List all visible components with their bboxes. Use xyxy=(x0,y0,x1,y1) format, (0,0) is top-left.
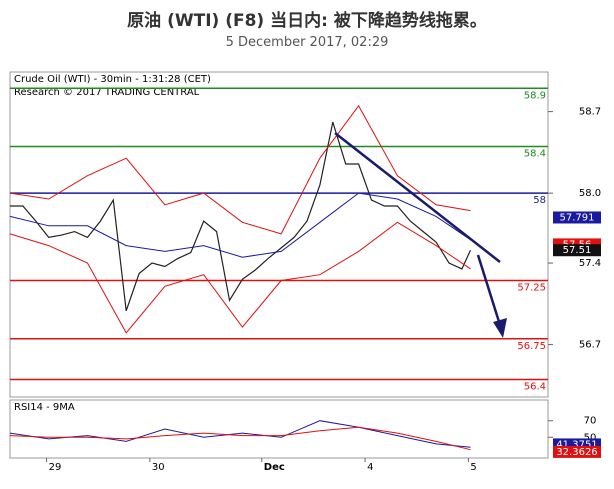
price-tag xyxy=(553,244,601,257)
series-line xyxy=(9,221,471,334)
y-tick-label: 58.7 xyxy=(579,107,601,118)
y-tick-label: 70 xyxy=(584,416,597,427)
marks: 29 30 Dec 4 5 56.7 57.4 58.0 58.7 58.9 58.4 58 57.25… xyxy=(9,87,601,473)
panel-label: RSI14 - 9MA xyxy=(14,402,75,413)
y-tick-label: 58.0 xyxy=(579,188,601,199)
level-label: 58.4 xyxy=(524,149,546,160)
series-line xyxy=(9,420,471,448)
y-tick-label: 57.4 xyxy=(579,258,601,269)
level-label: 56.4 xyxy=(524,382,546,393)
series-line xyxy=(9,104,471,235)
price-tag xyxy=(553,211,601,224)
trend-line xyxy=(334,132,501,263)
level-label: 56.75 xyxy=(517,341,546,352)
header: 原油 (WTI) (F8) 当日内: 被下降趋势线拖累。 5 December … xyxy=(0,0,614,62)
price-tag-label: 57.791 xyxy=(560,212,595,223)
price-tag xyxy=(553,445,601,458)
rsi-panel xyxy=(9,399,549,459)
level-label: 57.25 xyxy=(517,283,546,294)
series-line xyxy=(10,121,472,311)
arrow xyxy=(476,254,502,326)
panel-label: Crude Oil (WTI) - 30min - 1:31:28 (CET) xyxy=(14,74,211,85)
chart: Crude Oil (WTI) - 30min - 1:31:28 (CET) … xyxy=(9,71,601,473)
price-tag-label: 32.3626 xyxy=(556,447,597,458)
level-label: 58.9 xyxy=(524,90,546,101)
price-panel xyxy=(9,71,549,398)
series-line xyxy=(9,426,471,451)
x-tick-label: 5 xyxy=(470,462,476,473)
x-tick-label: 29 xyxy=(49,462,62,473)
x-tick-label: Dec xyxy=(264,462,285,473)
panel-label: Research © 2017 TRADING CENTRAL xyxy=(14,87,200,98)
price-tag-label: 41.3751 xyxy=(556,439,597,450)
x-tick-label: 4 xyxy=(367,462,373,473)
x-tick-label: 30 xyxy=(152,462,165,473)
y-tick-label: 50 xyxy=(584,432,597,443)
y-tick-label: 56.7 xyxy=(579,340,601,351)
title: 原油 (WTI) (F8) 当日内: 被下降趋势线拖累。 xyxy=(127,11,487,31)
arrow-head xyxy=(493,318,507,338)
price-tag-label: 57.51 xyxy=(563,245,592,256)
subtitle: 5 December 2017, 02:29 xyxy=(225,35,389,50)
series-line xyxy=(9,192,471,258)
level-label: 58 xyxy=(533,195,546,206)
